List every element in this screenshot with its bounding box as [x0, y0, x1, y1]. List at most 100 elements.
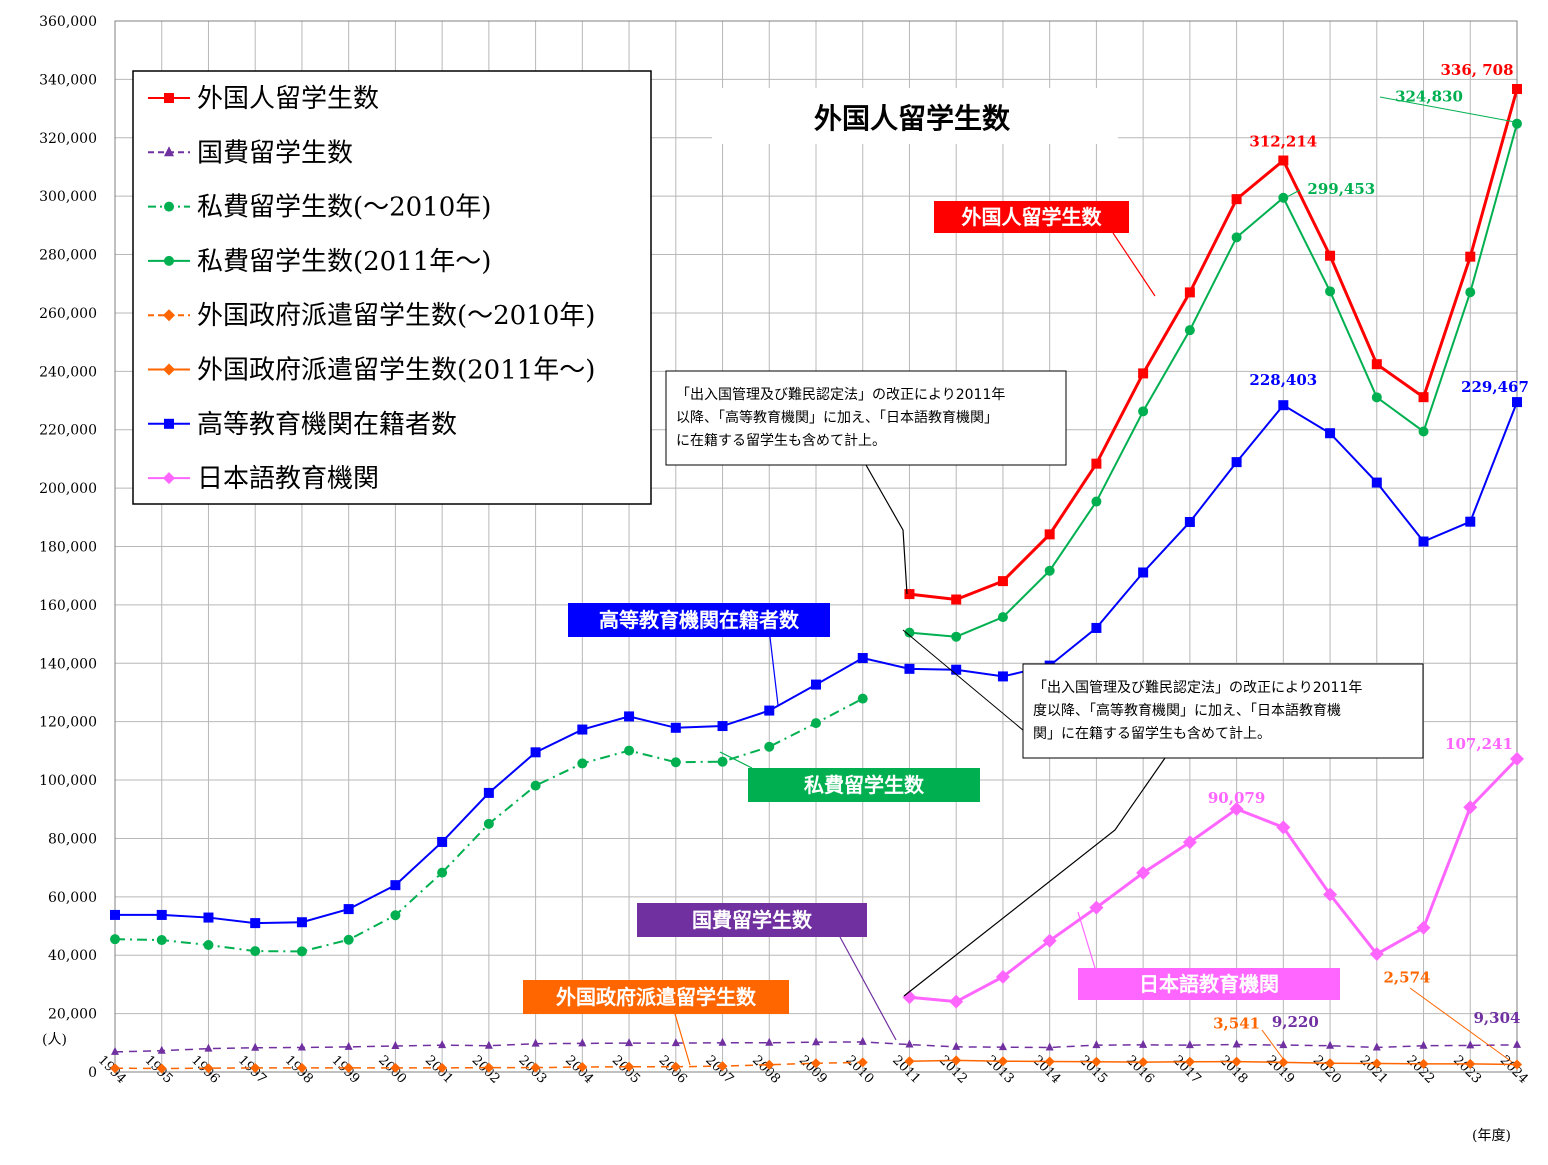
x-tick-label: 2017 [1170, 1053, 1204, 1087]
series-7 [902, 751, 1524, 1009]
data-point [857, 693, 868, 704]
data-point [670, 722, 681, 733]
x-tick-label: 2002 [469, 1053, 503, 1087]
y-tick-label: 200,000 [39, 481, 97, 497]
data-point [343, 1062, 354, 1073]
data-point [1463, 800, 1478, 815]
series-label: 外国政府派遣留学生数 [556, 985, 757, 1009]
data-point [1091, 496, 1102, 507]
data-point [995, 969, 1010, 984]
data-point [952, 1041, 961, 1050]
data-point [391, 1041, 400, 1050]
annotation-box [1022, 663, 1424, 759]
x-tick-label: 1999 [328, 1053, 362, 1087]
data-point [250, 946, 261, 957]
x-tick-label: 2020 [1310, 1053, 1344, 1087]
data-point [1325, 250, 1336, 261]
x-tick-label: 2009 [796, 1053, 830, 1087]
series-label: 私費留学生数 [804, 773, 925, 797]
data-point [997, 671, 1008, 682]
series-label-leader [1112, 232, 1156, 297]
data-label: 324,830 [1395, 88, 1463, 106]
y-tick-label: 120,000 [39, 715, 97, 731]
data-point [157, 1045, 166, 1054]
data-point [670, 1061, 681, 1072]
data-point [811, 1058, 821, 1069]
data-point [1419, 1040, 1428, 1049]
data-point [997, 612, 1008, 623]
data-label: 228,403 [1249, 371, 1317, 389]
data-point [203, 1063, 214, 1074]
annotation-text: に在籍する留学生も含めて計上。 [676, 432, 886, 449]
series-label-box [637, 903, 867, 937]
data-label: 2,574 [1384, 968, 1431, 986]
y-tick-label: 100,000 [39, 773, 97, 789]
data-point [577, 1062, 588, 1073]
data-point [904, 663, 915, 674]
legend-label: 日本語教育機関 [197, 464, 379, 494]
data-point [1139, 1039, 1148, 1048]
x-tick-label: 2000 [375, 1053, 409, 1087]
y-tick-label: 300,000 [39, 189, 97, 205]
data-point [1138, 368, 1149, 379]
series-1 [111, 1036, 1521, 1055]
data-point [156, 909, 167, 920]
y-tick-label: 80,000 [48, 831, 97, 847]
data-point [204, 1043, 213, 1052]
data-point [483, 787, 494, 798]
data-point [1184, 287, 1195, 298]
data-point [1092, 1040, 1101, 1049]
data-point [1371, 477, 1382, 488]
data-point [1418, 426, 1429, 437]
data-point [164, 146, 174, 157]
x-tick-label: 2022 [1403, 1053, 1437, 1087]
data-label: 9,304 [1474, 1009, 1521, 1027]
x-tick-label: 2011 [889, 1053, 923, 1087]
series-2 [110, 693, 868, 957]
data-point [250, 918, 261, 929]
data-point [1323, 887, 1338, 902]
data-point [1184, 516, 1195, 527]
series-label-box [523, 980, 789, 1014]
series-line [909, 1059, 1518, 1066]
data-point [344, 1041, 353, 1050]
y-unit-label: (人) [42, 1032, 67, 1048]
data-point [997, 1056, 1008, 1067]
legend-box [132, 70, 652, 505]
data-point [1279, 1040, 1288, 1049]
data-point [1278, 400, 1289, 411]
data-point [1512, 1059, 1522, 1070]
data-point [904, 589, 915, 600]
annotation-leader [865, 464, 908, 595]
x-tick-label: 2013 [983, 1053, 1017, 1087]
data-point [1371, 392, 1382, 403]
data-point [1512, 83, 1522, 94]
annotation-box [665, 370, 1067, 466]
plot-frame [114, 20, 1518, 1073]
data-point [717, 721, 728, 732]
data-point [1465, 1058, 1476, 1069]
y-tick-label: 20,000 [48, 1007, 97, 1023]
data-point [483, 1062, 494, 1073]
label-leader [1261, 1029, 1285, 1061]
data-point [577, 758, 588, 769]
data-point [163, 363, 175, 376]
y-tick-label: 140,000 [39, 656, 97, 672]
series-label-leader [1077, 911, 1096, 969]
data-point [951, 631, 962, 642]
data-point [343, 934, 354, 945]
annotation-text: 関」に在籍する留学生も含めて計上。 [1033, 725, 1271, 742]
y-tick-label: 240,000 [39, 364, 97, 380]
y-tick-label: 320,000 [39, 131, 97, 147]
data-point [390, 910, 401, 921]
data-point [857, 1057, 868, 1068]
data-point [1276, 820, 1291, 835]
data-point [1136, 865, 1151, 880]
y-tick-label: 60,000 [48, 890, 97, 906]
data-point [437, 1062, 448, 1073]
x-tick-label: 2016 [1123, 1053, 1157, 1087]
data-point [1044, 1056, 1055, 1067]
data-point [1232, 1039, 1241, 1048]
series-5 [904, 1055, 1522, 1070]
data-point [1231, 194, 1242, 205]
